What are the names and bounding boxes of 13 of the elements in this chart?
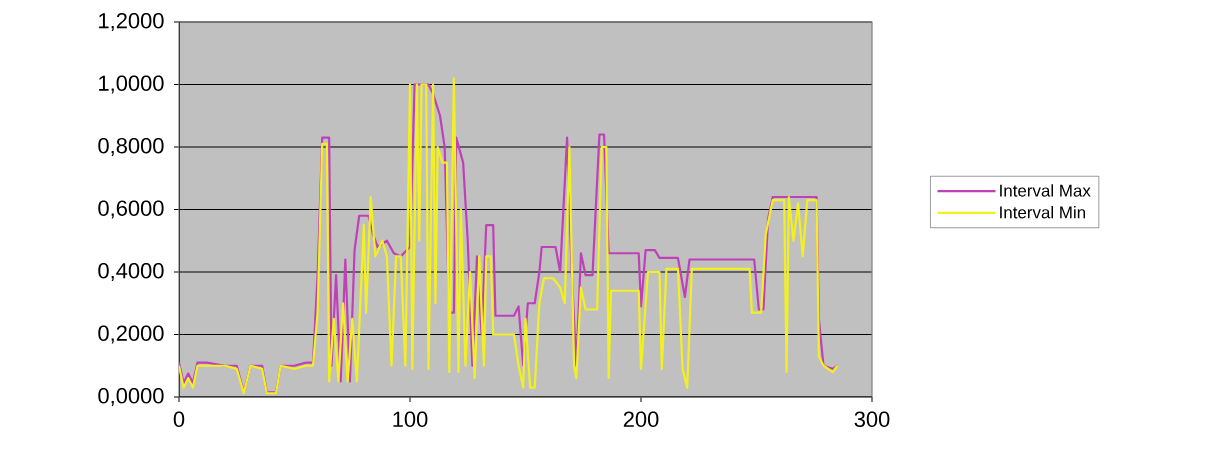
x-tick-label: 200: [623, 411, 659, 428]
x-tick-label: 100: [393, 411, 428, 428]
y-tick-label: 0,0000: [98, 387, 164, 407]
y-tick-label: 0,8000: [98, 137, 164, 157]
legend-label: Interval Max: [1000, 184, 1091, 197]
y-tick-label: 1,2000: [99, 12, 164, 32]
legend-label: Interval Min: [1000, 206, 1086, 219]
y-tick-label: 1,0000: [99, 75, 164, 94]
y-tick-label: 0,4000: [98, 262, 164, 282]
y-tick-label: 0,6000: [98, 200, 164, 219]
y-tick-label: 0,2000: [98, 325, 164, 344]
x-tick-label: 300: [854, 411, 890, 428]
x-tick-label: 0: [173, 411, 185, 428]
